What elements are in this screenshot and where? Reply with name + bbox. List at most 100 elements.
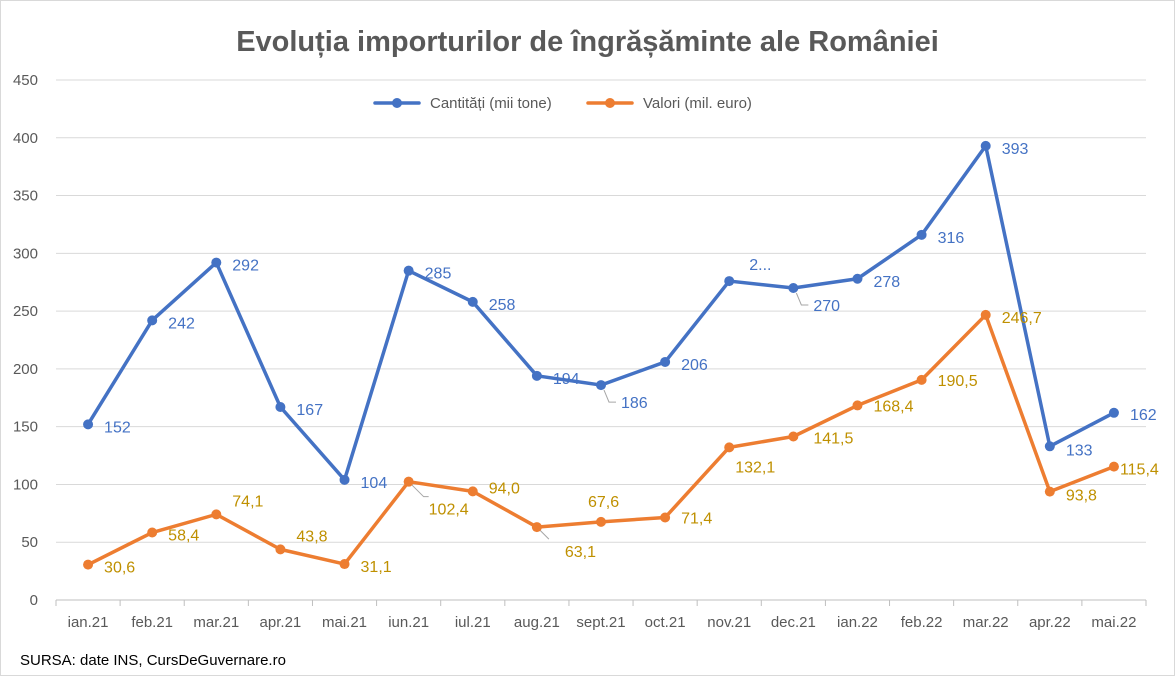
data-label: 31,1: [361, 559, 392, 576]
data-label: 292: [232, 258, 259, 275]
data-label: 186: [621, 395, 648, 412]
data-point: [531, 522, 542, 533]
legend-label: Valori (mil. euro): [643, 95, 752, 112]
data-label: 393: [1002, 141, 1029, 158]
data-point: [852, 273, 863, 284]
data-point: [275, 544, 286, 555]
gridlines: [56, 79, 1146, 601]
data-label: 316: [938, 230, 965, 247]
y-tick-label: 150: [13, 419, 38, 436]
data-point: [467, 486, 478, 497]
series-line: [86, 313, 1116, 567]
data-point: [980, 140, 991, 151]
x-tick-label: mar.21: [193, 614, 239, 631]
data-point: [788, 283, 799, 293]
data-label: 278: [873, 274, 900, 291]
data-label: 242: [168, 315, 195, 332]
x-tick-label: aug.21: [514, 614, 560, 631]
x-tick-label: oct.21: [645, 614, 686, 631]
data-label: 74,1: [232, 493, 263, 510]
x-tick-label: iun.21: [388, 614, 429, 631]
data-point: [83, 419, 94, 430]
x-tick-label: ian.22: [837, 614, 878, 631]
data-point: [531, 370, 542, 381]
y-tick-label: 50: [21, 534, 38, 551]
y-tick-label: 200: [13, 361, 38, 378]
data-label: 2...: [749, 257, 771, 274]
legend-marker: [605, 98, 615, 108]
data-label: 43,8: [296, 528, 327, 545]
data-label: 285: [425, 266, 452, 283]
data-point: [788, 431, 799, 442]
data-label: 63,1: [565, 544, 596, 561]
data-point: [1044, 441, 1055, 452]
x-tick-label: iul.21: [455, 614, 491, 631]
y-tick-label: 250: [13, 303, 38, 320]
data-label: 71,4: [681, 510, 712, 527]
data-point: [596, 516, 606, 527]
data-point: [83, 559, 94, 570]
data-point: [211, 257, 222, 268]
data-label: 58,4: [168, 528, 199, 545]
leader-line: [411, 484, 429, 498]
data-point: [147, 527, 158, 538]
x-tick-label: apr.21: [260, 614, 302, 631]
data-label: 102,4: [429, 502, 469, 519]
data-label: 167: [296, 402, 323, 419]
data-label: 190,5: [938, 373, 978, 390]
x-tick-label: nov.21: [707, 614, 751, 631]
data-point: [403, 265, 414, 276]
data-label: 152: [104, 419, 131, 436]
data-label: 270: [813, 298, 840, 315]
y-tick-label: 0: [30, 592, 38, 609]
leader-line: [603, 389, 616, 403]
x-tick-label: feb.21: [131, 614, 173, 631]
x-axis-ticks: ian.21 feb.21 mar.21 apr.21 mai.21 iun.21 iul.…: [55, 600, 1147, 631]
data-point: [852, 400, 863, 411]
x-tick-label: ian.21: [68, 614, 109, 631]
data-label: 258: [489, 297, 516, 314]
data-label: 30,6: [104, 560, 135, 577]
data-point: [339, 559, 350, 570]
y-tick-label: 450: [13, 72, 38, 89]
data-point: [1108, 461, 1119, 472]
data-label: 246,7: [1002, 310, 1042, 327]
data-label: 133: [1066, 442, 1093, 459]
legend-label: Cantități (mii tone): [430, 95, 552, 112]
data-point: [724, 442, 735, 453]
data-label: 141,5: [813, 430, 853, 447]
x-tick-label: sept.21: [576, 614, 625, 631]
source-note: SURSA: date INS, CursDeGuvernare.ro: [20, 652, 286, 669]
data-point: [980, 309, 991, 320]
data-point: [596, 380, 606, 391]
y-tick-label: 400: [13, 130, 38, 147]
data-label: 206: [681, 357, 708, 374]
data-label: 162: [1130, 407, 1157, 424]
x-tick-label: feb.22: [901, 614, 943, 631]
label-leader-lines: [411, 292, 809, 540]
x-tick-label: dec.21: [771, 614, 816, 631]
data-point: [275, 402, 286, 413]
data-point: [339, 474, 350, 485]
series-points: [83, 140, 1119, 570]
data-point: [1044, 486, 1055, 497]
data-label: 93,8: [1066, 488, 1097, 505]
y-tick-label: 100: [13, 476, 38, 493]
chart-title: Evoluția importurilor de îngrășăminte al…: [236, 26, 939, 58]
x-tick-label: mai.21: [322, 614, 367, 631]
y-axis-ticks: 0 50 100 150 200 250 300 350 400 450: [13, 72, 38, 609]
data-label: 94,0: [489, 480, 520, 497]
data-point: [467, 296, 478, 307]
data-label: 132,1: [735, 459, 775, 476]
data-label: 194: [553, 371, 580, 388]
y-tick-label: 300: [13, 245, 38, 262]
data-point: [660, 356, 671, 367]
data-labels: 152 242 292 167 104 285 258 194 186 206 2... 270 278…: [104, 141, 1159, 577]
x-tick-label: mai.22: [1091, 614, 1136, 631]
data-point: [1108, 407, 1119, 418]
data-label: 168,4: [873, 398, 913, 415]
x-tick-label: apr.22: [1029, 614, 1071, 631]
x-tick-label: mar.22: [963, 614, 1009, 631]
data-point: [916, 374, 927, 385]
